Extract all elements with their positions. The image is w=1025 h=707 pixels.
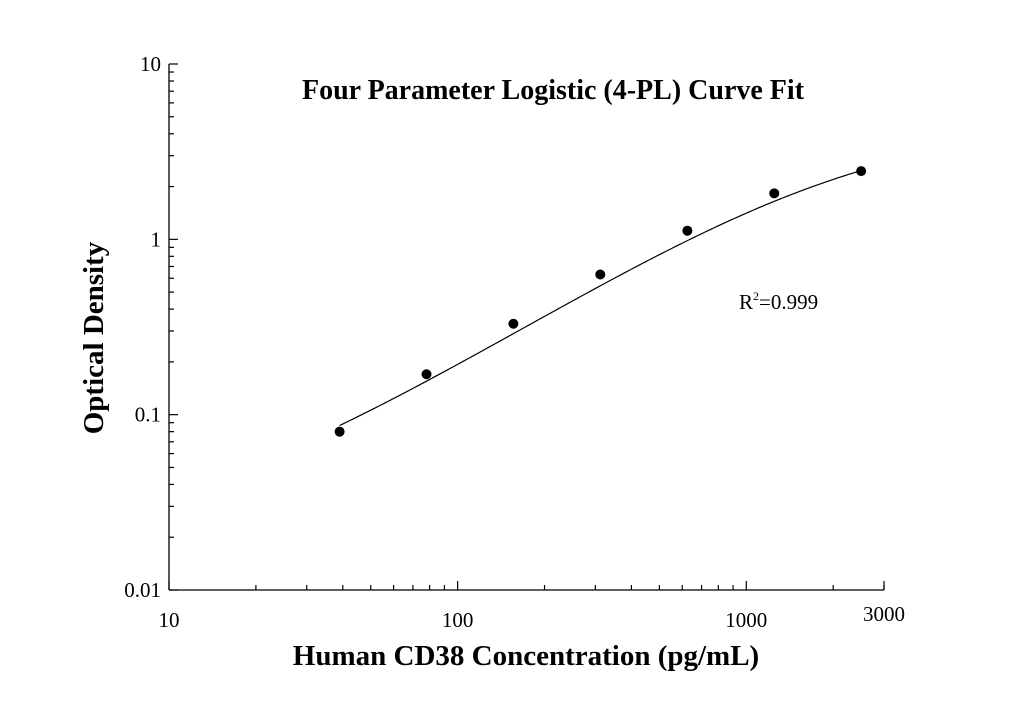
- fit-curve-line: [339, 170, 862, 427]
- x-tick-label: 10: [159, 608, 180, 632]
- data-points: [334, 166, 867, 437]
- r-squared-value: =0.999: [759, 290, 818, 314]
- x-tick-label: 3000: [863, 602, 905, 626]
- chart-title: Four Parameter Logistic (4-PL) Curve Fit: [302, 75, 805, 106]
- r-squared-sup: 2: [753, 289, 759, 303]
- axis-ticks: [168, 63, 885, 591]
- data-point: [508, 318, 519, 329]
- y-tick-label: 0.1: [135, 403, 161, 427]
- r-squared-base: R: [739, 290, 753, 314]
- data-point: [682, 225, 693, 236]
- x-axis-label: Human CD38 Concentration (pg/mL): [293, 640, 759, 672]
- data-point: [334, 426, 345, 437]
- y-tick-label: 1: [151, 227, 162, 251]
- x-tick-label: 100: [442, 608, 474, 632]
- x-tick-label: 1000: [725, 608, 767, 632]
- r-squared-annotation: R2=0.999: [739, 289, 818, 314]
- data-point: [421, 369, 432, 380]
- data-point: [856, 166, 867, 177]
- data-point: [769, 188, 780, 199]
- axes: 10 100 1000 3000 0.01 0.1 1 10: [124, 52, 905, 632]
- data-point: [595, 269, 606, 280]
- y-tick-label: 0.01: [124, 578, 161, 602]
- tick-labels: 10 100 1000 3000 0.01 0.1 1 10: [124, 52, 905, 632]
- y-axis-label: Optical Density: [78, 241, 110, 434]
- y-tick-label: 10: [140, 52, 161, 76]
